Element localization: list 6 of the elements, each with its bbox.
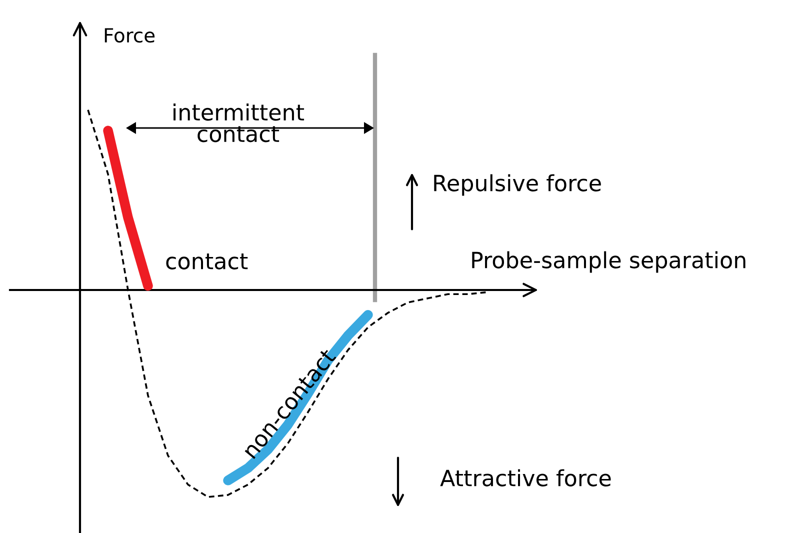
annotation: intermittent contact [174,103,304,142]
x-axis-title: Probe-sample separation [472,251,746,273]
y-axis-title: Force [104,28,155,43]
annotation: Repulsive force [434,174,601,196]
annotation: contact [166,254,248,270]
annotation: Attractive force [440,469,611,486]
